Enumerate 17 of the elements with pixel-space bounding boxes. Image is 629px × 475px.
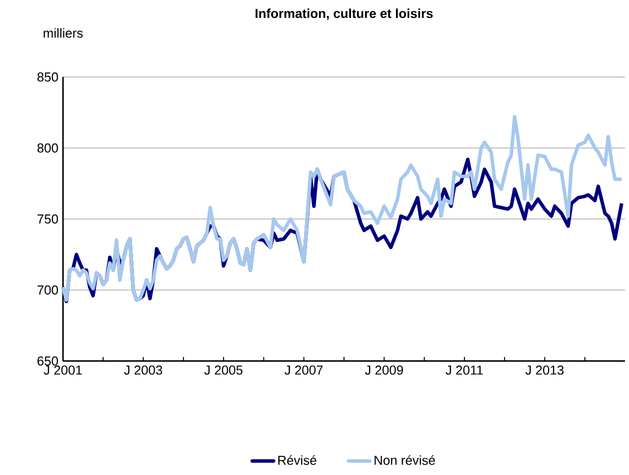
line-series (61, 115, 624, 302)
y-tick-label: 750 (38, 214, 58, 224)
x-tick-label: J 2011 (446, 366, 483, 375)
x-tick-label: J 2009 (364, 366, 403, 375)
y-axis-title: milliers (44, 28, 83, 38)
y-tick-label: 850 (37, 72, 58, 82)
x-tick-label: J 2003 (124, 366, 162, 375)
y-tick-label: 650 (38, 356, 58, 366)
y-tick-label: 800 (37, 143, 58, 153)
y-tick-label: 700 (38, 285, 58, 295)
legend-label: Non révisé (374, 455, 435, 465)
x-tick-label: J 2007 (284, 366, 323, 375)
x-tick-label: J 2013 (525, 366, 564, 375)
chart-title: Information, culture et loisirs (256, 8, 433, 20)
legend-label: Révisé (278, 455, 316, 465)
x-tick-label: J 2005 (204, 366, 242, 375)
x-tick-label: J 2001 (44, 366, 82, 375)
